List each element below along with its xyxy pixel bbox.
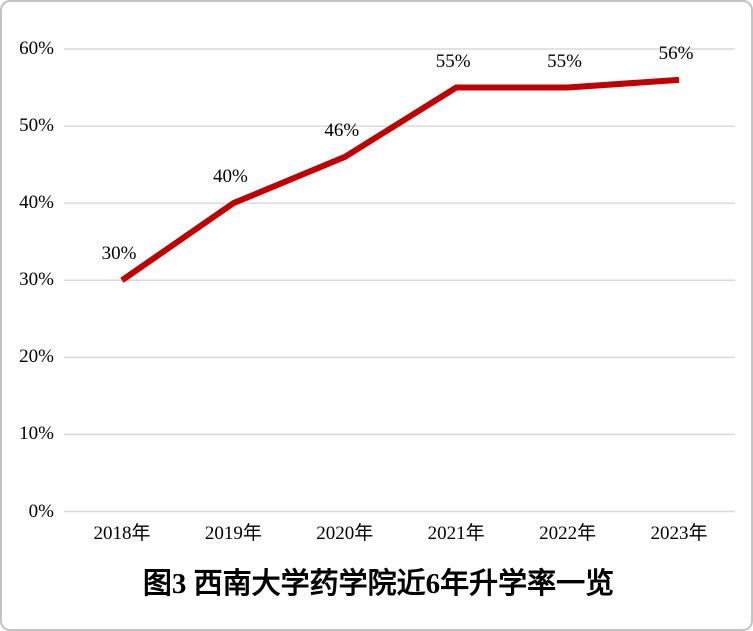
y-tick-label: 60% <box>19 38 54 59</box>
data-label: 56% <box>658 42 694 64</box>
chart-title: 图3 西南大学药学院近6年升学率一览 <box>142 568 615 600</box>
x-tick-label: 2023年 <box>650 523 708 544</box>
y-tick-label: 40% <box>19 192 54 214</box>
x-tick-label: 2018年 <box>93 523 151 544</box>
x-tick-label: 2022年 <box>539 523 597 544</box>
y-tick-label: 30% <box>19 269 54 291</box>
series-line <box>120 76 680 283</box>
gridlines <box>64 48 735 513</box>
data-label: 46% <box>324 119 360 141</box>
x-tick-label: 2021年 <box>427 523 485 544</box>
x-tick-label: 2019年 <box>204 523 262 544</box>
data-label: 30% <box>101 243 137 265</box>
data-label: 55% <box>435 50 471 72</box>
y-tick-label: 0% <box>28 500 54 522</box>
x-tick-label: 2020年 <box>316 523 374 544</box>
y-tick-label: 10% <box>19 423 54 445</box>
data-label: 40% <box>212 166 248 188</box>
data-label: 55% <box>547 50 582 72</box>
y-tick-label: 20% <box>19 346 54 368</box>
y-tick-label: 50% <box>19 115 54 137</box>
